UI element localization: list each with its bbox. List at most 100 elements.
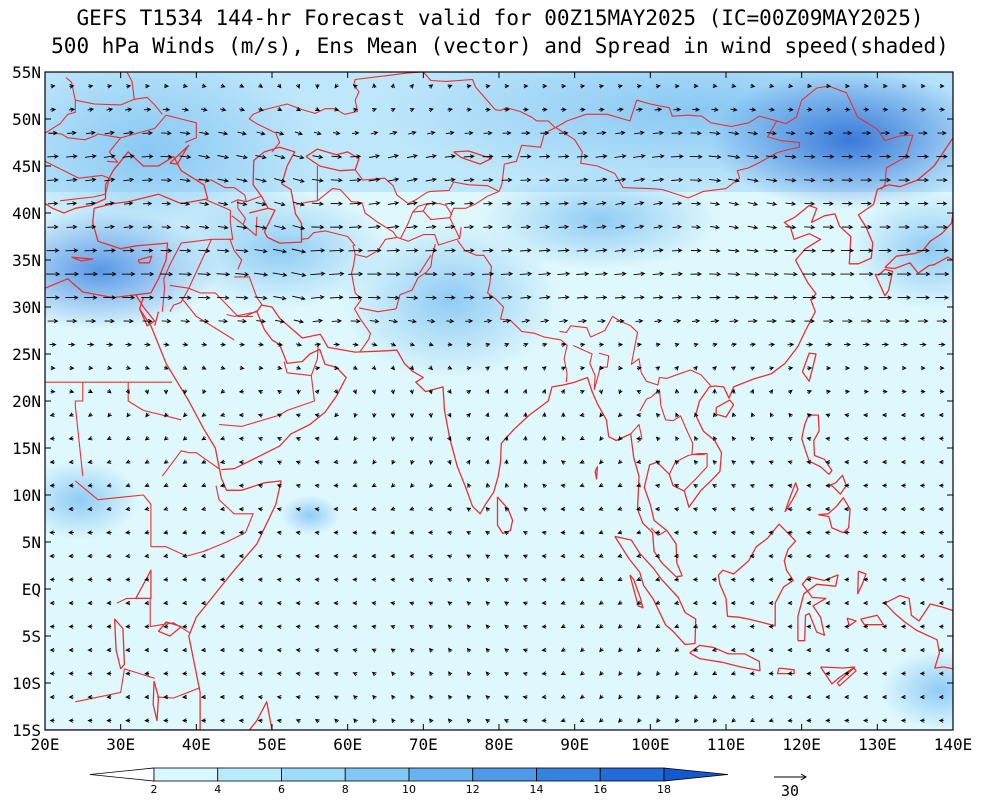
wind-vector	[539, 295, 551, 300]
wind-vector	[712, 694, 718, 700]
wind-vector	[934, 271, 950, 277]
wind-vector	[692, 577, 698, 582]
wind-vector	[163, 389, 169, 395]
wind-vector	[618, 342, 624, 347]
wind-vector	[236, 201, 248, 207]
wind-vector	[464, 224, 475, 230]
wind-vector	[618, 647, 623, 653]
wind-vector	[410, 718, 415, 723]
wind-vector	[712, 412, 718, 418]
wind-vector	[655, 412, 661, 418]
wind-vector	[519, 271, 533, 277]
wind-vector	[709, 131, 721, 136]
wind-vector	[161, 318, 172, 324]
wind-vector	[219, 624, 225, 629]
wind-vector	[220, 83, 226, 88]
wind-vector	[333, 600, 339, 606]
wind-vector	[463, 248, 475, 253]
wind-vector	[504, 601, 509, 606]
country-border	[358, 243, 436, 313]
wind-vector	[276, 483, 282, 489]
wind-vector	[219, 671, 225, 676]
lat-tick-label: 35N	[12, 251, 41, 270]
wind-vector	[561, 342, 567, 348]
wind-vector	[68, 553, 74, 559]
wind-vector	[142, 201, 153, 206]
wind-vector	[522, 531, 528, 536]
wind-vector	[731, 436, 737, 441]
wind-vector	[803, 154, 816, 159]
wind-vector	[807, 366, 813, 371]
wind-vector	[201, 365, 207, 370]
wind-vector	[881, 553, 888, 559]
wind-vector	[464, 201, 475, 206]
wind-vector	[542, 342, 548, 348]
wind-vector	[673, 107, 682, 112]
wind-vector	[522, 365, 528, 371]
wind-vector	[386, 248, 401, 253]
wind-vector	[447, 624, 453, 630]
wind-vector	[749, 694, 755, 699]
wind-vector	[598, 718, 604, 723]
wind-vector	[595, 271, 608, 277]
wind-vector	[371, 624, 377, 630]
wind-vector	[712, 83, 718, 89]
wind-vector	[693, 459, 699, 465]
wind-vector	[936, 318, 948, 324]
colorbar-swatch	[344, 767, 410, 782]
wind-vector	[485, 718, 491, 724]
wind-vector	[788, 412, 793, 418]
wind-vector	[768, 460, 774, 465]
wind-vector	[219, 718, 225, 723]
colorbar-label: 14	[530, 783, 544, 796]
wind-vector	[784, 154, 797, 160]
wind-vector	[939, 83, 945, 89]
country-border	[45, 77, 76, 134]
coastline-segment	[801, 352, 817, 382]
wind-vector	[334, 718, 339, 724]
wind-vector	[749, 530, 755, 535]
wind-vector	[674, 342, 680, 348]
wind-vector	[694, 412, 699, 418]
wind-vector	[482, 248, 494, 253]
wind-vector	[916, 271, 931, 277]
wind-vector	[900, 671, 906, 676]
wind-vector	[314, 624, 320, 629]
lat-tick-label: 45N	[12, 157, 41, 176]
wind-vector	[466, 601, 472, 606]
wind-vector	[160, 295, 173, 300]
wind-vector	[235, 248, 249, 254]
wind-vector	[217, 225, 229, 230]
wind-vector	[447, 459, 452, 465]
wind-vector	[541, 554, 547, 559]
wind-vector	[749, 577, 755, 582]
wind-vector	[731, 83, 737, 89]
wind-vector	[182, 530, 188, 535]
wind-vector	[749, 107, 757, 112]
wind-vector	[501, 224, 513, 230]
wind-vector	[144, 506, 150, 511]
wind-vector	[542, 83, 548, 89]
wind-vector	[391, 436, 396, 442]
wind-vector	[787, 577, 793, 582]
wind-vector	[125, 600, 131, 606]
wind-vector	[579, 717, 585, 723]
wind-vector	[482, 177, 494, 183]
wind-vector	[787, 483, 793, 488]
wind-vector	[352, 648, 358, 653]
wind-vector	[842, 201, 853, 206]
title-line-1: GEFS T1534 144-hr Forecast valid for 00Z…	[76, 6, 924, 30]
wind-vector	[314, 695, 320, 700]
wind-vector	[636, 84, 642, 89]
wind-vector	[785, 225, 797, 230]
colorbar-label: 2	[151, 783, 158, 796]
wind-vector	[598, 459, 604, 465]
wind-vector	[485, 459, 490, 465]
wind-vector	[881, 436, 887, 441]
wind-vector	[200, 624, 206, 629]
wind-vector	[598, 506, 604, 511]
wind-vector	[428, 483, 434, 488]
wind-vector	[673, 600, 679, 605]
wind-vector	[844, 718, 850, 723]
wind-vector	[367, 248, 382, 253]
